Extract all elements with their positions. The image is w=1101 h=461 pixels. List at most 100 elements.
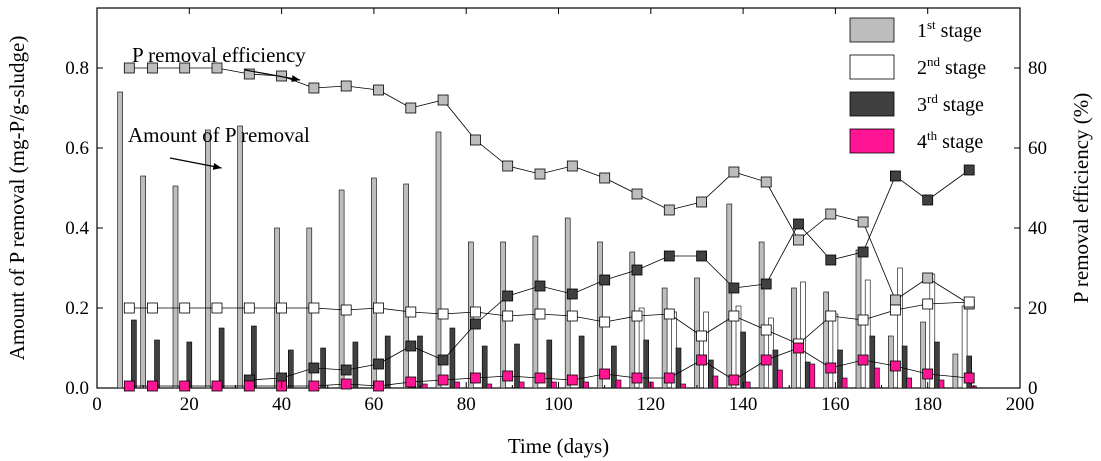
bar-stage4 <box>454 381 460 389</box>
x-tick-label: 160 <box>821 394 850 415</box>
bar-stage3 <box>384 335 391 389</box>
bar-stage2 <box>800 281 806 389</box>
bar-stage3 <box>320 347 326 389</box>
efficiency-point-stage4 <box>179 380 191 392</box>
efficiency-point-stage4 <box>123 380 135 392</box>
bar-stage4 <box>874 367 880 389</box>
bar-stage3 <box>287 349 294 389</box>
efficiency-line-stage1 <box>129 67 970 305</box>
efficiency-point-stage4 <box>534 372 546 384</box>
bar-stage2 <box>832 313 839 389</box>
x-tick-label: 80 <box>457 394 476 415</box>
bar-stage1 <box>435 131 442 389</box>
efficiency-point-stage4 <box>696 354 707 366</box>
bar-stage1 <box>403 183 410 389</box>
efficiency-point-stage1 <box>534 168 546 180</box>
bar-stage4 <box>744 381 751 389</box>
efficiency-point-stage4 <box>469 372 481 384</box>
efficiency-point-stage2 <box>922 298 934 310</box>
bar-stage3 <box>131 319 137 389</box>
y-left-tick-label: 0.0 <box>65 378 89 399</box>
bar-stage3 <box>417 335 423 389</box>
efficiency-point-stage1 <box>857 216 869 228</box>
legend-num: 1 <box>917 20 927 42</box>
y-right-axis-title: P removal efficiency (%) <box>1069 93 1093 304</box>
legend-swatch-stage2 <box>849 54 895 80</box>
bar-stage3 <box>578 335 585 389</box>
efficiency-point-stage4 <box>405 376 417 388</box>
legend-label-stage4: 4th stage <box>917 128 983 153</box>
efficiency-point-stage2 <box>405 306 417 318</box>
bar-stage4 <box>841 377 848 389</box>
efficiency-point-stage2 <box>340 304 352 316</box>
legend-suffix: stage <box>937 131 983 153</box>
legend-suffix: stage <box>940 57 986 79</box>
efficiency-point-stage2 <box>179 302 191 314</box>
bar-stage4 <box>777 369 783 389</box>
efficiency-point-stage3 <box>663 250 675 262</box>
legend-swatch-stage3 <box>849 91 895 117</box>
efficiency-point-stage4 <box>373 380 384 392</box>
efficiency-point-stage4 <box>825 362 837 374</box>
bar-stage4 <box>421 383 428 389</box>
efficiency-point-stage4 <box>728 374 740 386</box>
efficiency-point-stage2 <box>825 310 837 322</box>
efficiency-point-stage1 <box>405 102 417 114</box>
y-right-tick-label: 0 <box>1028 378 1038 399</box>
efficiency-point-stage3 <box>340 364 352 376</box>
efficiency-point-stage2 <box>663 308 675 320</box>
efficiency-point-stage1 <box>373 84 384 96</box>
efficiency-point-stage4 <box>760 354 772 366</box>
efficiency-point-stage3 <box>599 274 611 286</box>
bar-stage1 <box>237 125 243 389</box>
efficiency-point-stage1 <box>308 82 320 94</box>
bar-stage3 <box>643 339 650 389</box>
legend-num: 2 <box>917 57 927 79</box>
legend-sup: rd <box>927 91 938 106</box>
efficiency-point-stage3 <box>825 254 837 266</box>
legend-label-stage3: 3rd stage <box>917 91 984 116</box>
efficiency-point-stage2 <box>696 330 707 342</box>
bar-stage2 <box>703 311 710 389</box>
efficiency-point-stage1 <box>469 134 481 146</box>
y-left-tick-label: 0.6 <box>65 138 89 159</box>
efficiency-point-stage1 <box>663 204 675 216</box>
bar-stage3 <box>707 359 714 389</box>
efficiency-point-stage4 <box>502 370 514 382</box>
legend-num: 4 <box>917 131 927 153</box>
efficiency-point-stage3 <box>566 288 578 300</box>
y-left-axis-title: Amount of P removal (mg-P/g-sludge) <box>5 36 29 361</box>
efficiency-point-stage3 <box>437 354 449 366</box>
efficiency-point-stage3 <box>469 318 481 330</box>
efficiency-point-stage1 <box>922 272 934 284</box>
bar-stage4 <box>712 375 719 389</box>
efficiency-point-stage4 <box>857 354 869 366</box>
efficiency-point-stage3 <box>308 362 320 374</box>
legend-swatch-stage4 <box>849 128 895 154</box>
bar-stage1 <box>726 203 733 389</box>
efficiency-point-stage2 <box>599 316 611 328</box>
efficiency-point-stage2 <box>211 302 223 314</box>
x-tick-label: 120 <box>637 394 666 415</box>
efficiency-point-stage1 <box>728 166 740 178</box>
legend-sup: st <box>927 17 936 32</box>
bar-stage1 <box>952 353 959 389</box>
efficiency-point-stage2 <box>566 310 578 322</box>
efficiency-point-stage1 <box>340 80 352 92</box>
y-left-tick-label: 0.4 <box>65 218 89 239</box>
bar-stage4 <box>583 381 590 389</box>
y-right-tick-label: 20 <box>1028 298 1047 319</box>
bar-stage2 <box>897 267 903 389</box>
axes-layer: 0 20 40 60 80 100 120 140 160 180 2000.00.20.40.60… <box>5 8 1093 458</box>
efficiency-point-stage1 <box>502 160 514 172</box>
efficiency-point-stage2 <box>146 302 158 314</box>
x-tick-label: 100 <box>544 394 573 415</box>
efficiency-point-stage4 <box>437 374 449 386</box>
y-right-tick-label: 60 <box>1028 138 1047 159</box>
annotation-efficiency: P removal efficiency <box>132 43 306 67</box>
efficiency-point-stage2 <box>534 308 546 320</box>
efficiency-point-stage2 <box>308 302 320 314</box>
efficiency-point-stage3 <box>760 278 772 290</box>
